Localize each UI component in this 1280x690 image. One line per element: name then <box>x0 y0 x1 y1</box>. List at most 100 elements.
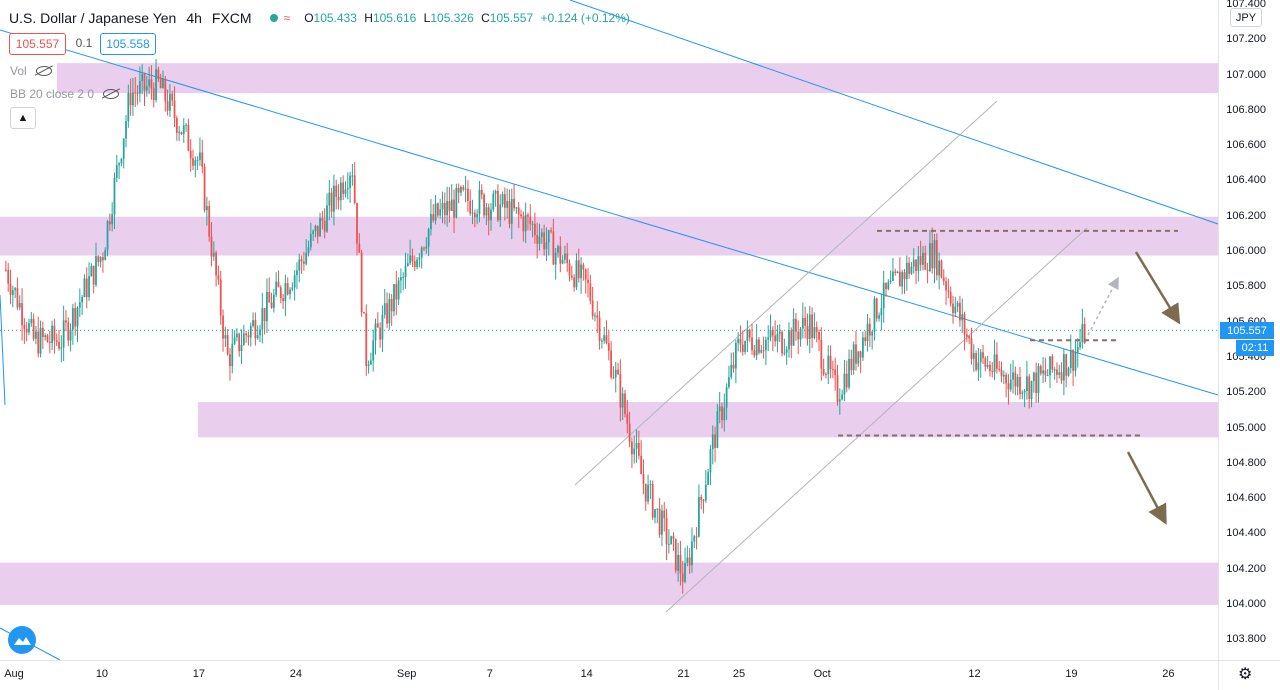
currency-badge[interactable]: JPY <box>1230 8 1262 27</box>
candle-body <box>245 333 248 336</box>
bar-countdown-label: 02:11 <box>1236 340 1274 356</box>
bollinger-indicator[interactable]: BB 20 close 2 0 <box>10 87 120 101</box>
candle-body <box>831 369 834 371</box>
candle-body <box>349 175 351 188</box>
candle-body <box>416 259 418 268</box>
candle-body <box>797 331 800 340</box>
gear-icon[interactable]: ⚙ <box>1238 666 1253 683</box>
candle-body <box>1042 370 1044 374</box>
candle-body <box>1065 354 1068 376</box>
candle-body <box>594 315 596 317</box>
candle-body <box>725 387 728 408</box>
candle-body <box>1000 369 1003 377</box>
candle-body <box>527 214 529 217</box>
candle-body <box>984 358 987 367</box>
candle-body <box>924 252 927 270</box>
candle-body <box>443 202 446 216</box>
candle-body <box>956 302 959 307</box>
candle-body <box>215 252 218 276</box>
candle-body <box>406 263 409 266</box>
candle-body <box>150 79 153 89</box>
candle-body <box>386 303 388 324</box>
candle-body <box>312 231 315 234</box>
candle-body <box>510 198 513 224</box>
candle-body <box>1016 377 1019 387</box>
candle-body <box>205 206 208 211</box>
x-tick-label: 25 <box>732 668 746 680</box>
candle-body <box>212 252 215 257</box>
candle-body <box>688 557 691 566</box>
candle-body <box>473 212 476 218</box>
candle-body <box>53 325 56 341</box>
candle-body <box>887 282 890 290</box>
interval-label[interactable]: 4h <box>186 10 202 26</box>
candle-body <box>751 337 753 351</box>
candle-body <box>275 281 278 295</box>
candle-body <box>531 223 534 225</box>
candle-body <box>247 335 250 338</box>
candle-body <box>397 280 400 300</box>
candle-body <box>222 315 224 339</box>
candle-body <box>965 334 968 337</box>
candle-body <box>790 330 793 346</box>
candle-body <box>108 221 111 225</box>
candle-body <box>926 269 929 271</box>
candle-body <box>413 261 416 268</box>
collapse-legend-button[interactable]: ▲ <box>10 107 36 129</box>
tradingview-logo-icon[interactable] <box>8 626 36 654</box>
candle-body <box>580 264 582 279</box>
candle-body <box>774 335 777 342</box>
candle-body <box>517 207 520 215</box>
candle-body <box>880 308 883 316</box>
candle-body <box>314 225 317 232</box>
candle-body <box>536 235 539 244</box>
candle-body <box>78 302 81 308</box>
sell-button[interactable]: 105.557 <box>9 33 66 55</box>
candle-body <box>614 369 617 378</box>
candle-body <box>302 261 305 264</box>
candle-body <box>834 369 837 376</box>
candle-body <box>642 474 645 484</box>
candle-body <box>490 209 492 221</box>
candle-body <box>866 323 869 342</box>
volume-indicator[interactable]: Vol <box>10 64 52 78</box>
candle-body <box>912 259 915 267</box>
x-tick-label: 21 <box>677 668 690 680</box>
candle-body <box>1076 347 1079 353</box>
spread-label: 0.1 <box>75 36 93 50</box>
candle-body <box>478 189 481 215</box>
candle-body <box>71 308 74 330</box>
candle-body <box>238 333 241 352</box>
candle-body <box>975 353 977 370</box>
candle-body <box>771 329 774 336</box>
eye-hidden-icon[interactable] <box>35 66 52 76</box>
candle-body <box>88 276 90 298</box>
candle-body <box>626 413 629 424</box>
y-tick-label: 104.000 <box>1226 598 1266 610</box>
candle-body <box>136 92 139 94</box>
candle-body <box>825 374 827 376</box>
candle-body <box>506 201 509 208</box>
buy-button[interactable]: 105.558 <box>100 33 156 55</box>
eye-hidden-icon[interactable] <box>103 89 120 99</box>
candle-body <box>346 187 349 190</box>
candle-body <box>704 484 707 501</box>
candle-body <box>145 86 148 91</box>
candle-body <box>1044 370 1047 376</box>
candle-body <box>1056 369 1058 375</box>
candle-body <box>189 150 192 159</box>
candle-body <box>439 209 442 216</box>
candle-body <box>631 441 633 455</box>
candle-body <box>1067 368 1070 376</box>
symbol-title[interactable]: U.S. Dollar / Japanese Yen <box>9 10 177 26</box>
candle-body <box>919 255 922 265</box>
candle-body <box>319 217 321 237</box>
candle-body <box>501 194 504 205</box>
candle-body <box>44 335 47 337</box>
candle-body <box>820 339 823 369</box>
candle-body <box>841 394 844 400</box>
candle-body <box>14 288 17 291</box>
y-tick-label: 106.000 <box>1226 245 1266 257</box>
candle-body <box>524 214 527 232</box>
